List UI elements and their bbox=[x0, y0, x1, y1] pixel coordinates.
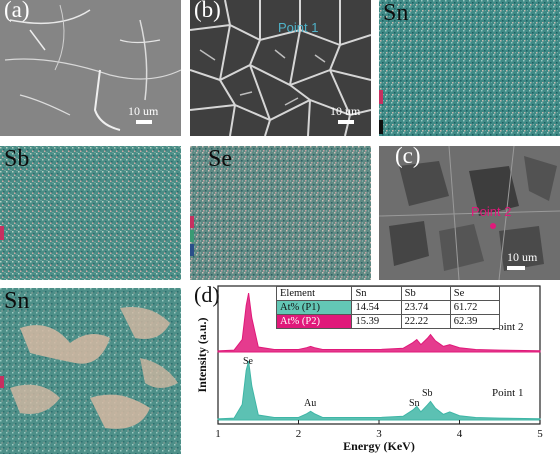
x-tick-label: 2 bbox=[296, 428, 302, 440]
table-header-row: Element Sn Sb Se bbox=[275, 286, 501, 301]
table-header: Sn bbox=[351, 286, 402, 301]
peak-label-se: Se bbox=[243, 356, 254, 367]
point-1-label: Point 1 bbox=[278, 20, 319, 35]
scale-bar-line-a bbox=[136, 120, 152, 124]
series-point-2 bbox=[217, 293, 541, 353]
peak-label-sb: Sb bbox=[422, 388, 433, 399]
x-tick-label: 5 bbox=[537, 428, 543, 440]
eds-map-sn-top: Sn bbox=[379, 0, 560, 136]
element-label-sb: Sb bbox=[4, 146, 30, 172]
table-cell: 14.54 bbox=[351, 300, 402, 315]
y-axis-label: Intensity (a.u.) bbox=[195, 317, 209, 392]
color-strip-sn-top-dark bbox=[379, 120, 383, 134]
row-name: At% (P1) bbox=[275, 300, 353, 315]
table-header: Element bbox=[275, 286, 353, 301]
element-label-se: Se bbox=[208, 146, 232, 172]
sem-image-a: (a) 10 um bbox=[0, 0, 181, 136]
scale-bar-a: 10 um bbox=[128, 104, 159, 124]
x-tick-label: 3 bbox=[376, 428, 382, 440]
eds-map-sb: Sb bbox=[0, 146, 181, 280]
sem-image-c: (c) Point 2 10 um bbox=[379, 146, 560, 280]
table-row: At% (P2) 15.39 22.22 62.39 bbox=[275, 314, 501, 329]
element-label-sn-bottom: Sn bbox=[4, 288, 30, 314]
color-strip-se-1 bbox=[190, 216, 194, 228]
x-axis-label: Energy (KeV) bbox=[343, 439, 415, 453]
map-texture-sb bbox=[0, 146, 181, 280]
table-row: At% (P1) 14.54 23.74 61.72 bbox=[275, 300, 501, 315]
scale-bar-text-b: 10 um bbox=[330, 104, 361, 118]
x-tick-label: 4 bbox=[457, 428, 463, 440]
eds-map-sn-bottom: Sn bbox=[0, 288, 181, 454]
scale-bar-b: 10 um bbox=[330, 104, 361, 124]
color-strip-se-2 bbox=[190, 230, 194, 242]
series-label-point-1: Point 1 bbox=[492, 387, 523, 399]
x-tick-label: 1 bbox=[215, 428, 221, 440]
peak-label-sn: Sn bbox=[409, 398, 420, 409]
map-texture-sn-bottom bbox=[0, 288, 181, 454]
peak-label-au: Au bbox=[304, 398, 316, 409]
color-strip-sb bbox=[0, 226, 4, 240]
scale-bar-c: 10 um bbox=[507, 250, 538, 270]
scale-bar-text-a: 10 um bbox=[128, 104, 159, 118]
panel-label-b: (b) bbox=[194, 0, 221, 22]
panel-label-d: (d) bbox=[194, 282, 220, 307]
composition-table: Element Sn Sb Se At% (P1) 14.54 23.74 61… bbox=[275, 286, 501, 329]
eds-map-se: Se bbox=[190, 146, 371, 280]
sem-texture-a bbox=[0, 0, 181, 136]
scale-bar-text-c: 10 um bbox=[507, 250, 538, 264]
panel-label-c: (c) bbox=[395, 146, 421, 168]
color-strip-sn-top bbox=[379, 90, 383, 104]
point-2-label: Point 2 bbox=[471, 204, 512, 219]
table-cell: 15.39 bbox=[351, 314, 402, 329]
color-strip-sn-bottom bbox=[0, 376, 4, 388]
row-name: At% (P2) bbox=[275, 314, 353, 329]
eds-spectrum-chart: 1 2 3 4 5 Intensity (a.u.) Energy (KeV) Poin… bbox=[195, 285, 543, 453]
table-header: Se bbox=[449, 286, 501, 301]
sem-texture-c bbox=[379, 146, 560, 280]
table-cell: 62.39 bbox=[449, 314, 501, 329]
scale-bar-line-b bbox=[338, 120, 354, 124]
eds-spectrum-panel: (d) 1 2 3 4 5 Intensity (a.u.) Energy (KeV) … bbox=[186, 282, 560, 454]
table-header: Sb bbox=[400, 286, 451, 301]
element-label-sn-top: Sn bbox=[383, 0, 409, 26]
table-cell: 22.22 bbox=[400, 314, 451, 329]
map-texture-se bbox=[190, 146, 371, 280]
map-texture-sn-top bbox=[379, 0, 560, 136]
scale-bar-line-c bbox=[507, 266, 525, 270]
series-point-1 bbox=[217, 360, 541, 421]
sem-image-b: (b) Point 1 10 um bbox=[190, 0, 371, 136]
table-cell: 61.72 bbox=[449, 300, 501, 315]
table-cell: 23.74 bbox=[400, 300, 451, 315]
color-strip-se-3 bbox=[190, 244, 194, 256]
panel-label-a: (a) bbox=[4, 0, 30, 22]
sem-texture-b bbox=[190, 0, 371, 136]
